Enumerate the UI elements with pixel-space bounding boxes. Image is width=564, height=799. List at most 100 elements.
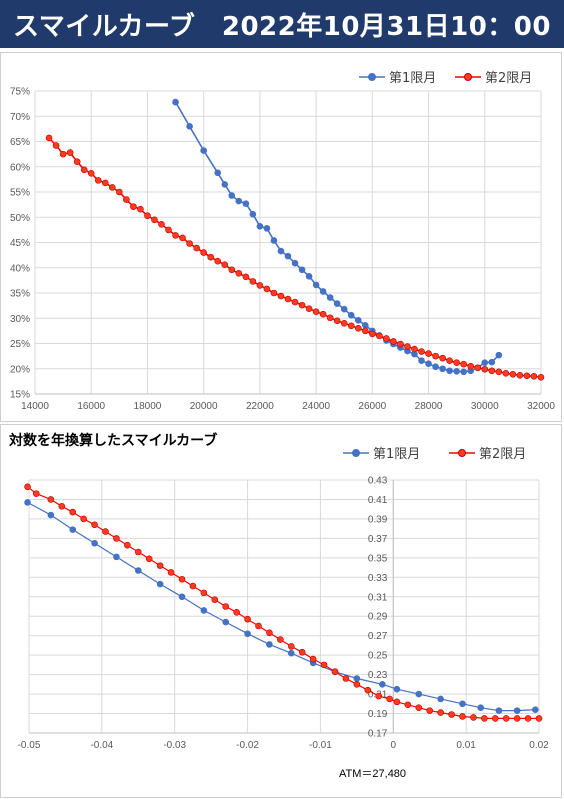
x-tick-label: -0.01 (309, 740, 332, 751)
data-point (207, 253, 214, 261)
y-tick-label: 0.29 (368, 612, 388, 623)
data-point (235, 270, 243, 277)
y-tick-label: 0.25 (368, 651, 388, 662)
data-point (242, 273, 250, 281)
data-point (425, 350, 432, 357)
data-point (448, 711, 455, 718)
data-point (186, 240, 193, 247)
series-1 (172, 98, 503, 376)
data-point (415, 704, 423, 712)
data-point (124, 541, 131, 549)
data-point (263, 225, 271, 232)
y-tick-label: 20% (10, 364, 30, 375)
data-point (233, 609, 240, 616)
data-point (45, 134, 53, 142)
y-tick-label: 60% (10, 162, 30, 173)
data-point (532, 706, 539, 713)
data-point (242, 200, 250, 207)
x-tick-label: 22000 (246, 401, 274, 412)
data-point (101, 179, 109, 187)
data-point (221, 261, 229, 269)
data-point (284, 252, 292, 260)
data-point (439, 354, 446, 362)
data-point (319, 310, 327, 318)
data-point (134, 567, 142, 574)
data-point (200, 607, 208, 614)
y-tick-label: 25% (10, 339, 30, 350)
data-point (375, 692, 383, 700)
data-point (222, 618, 230, 626)
data-point (459, 713, 466, 720)
data-point (459, 700, 466, 708)
x-tick-label: -0.05 (18, 740, 41, 751)
y-tick-label: 0.17 (368, 729, 388, 740)
data-point (439, 365, 446, 373)
x-tick-label: 20000 (190, 401, 218, 412)
legend-swatch-marker (464, 73, 472, 81)
data-point (305, 305, 313, 312)
data-point (376, 332, 383, 340)
x-tick-label: 28000 (415, 401, 443, 412)
x-tick-label: 0.01 (456, 740, 476, 751)
y-tick-label: 30% (10, 314, 30, 325)
data-point (481, 365, 489, 373)
chart-subtitle: 対数を年換算したスマイルカーブ (8, 432, 217, 449)
gridlines (34, 90, 542, 395)
data-point (523, 372, 531, 380)
data-point (353, 681, 361, 688)
data-point (393, 698, 401, 706)
data-point (474, 364, 482, 372)
data-point (481, 715, 488, 722)
data-point (291, 259, 299, 267)
data-point (47, 511, 55, 519)
data-point (244, 615, 251, 623)
data-point (333, 300, 341, 307)
data-point (200, 147, 207, 154)
data-point (151, 216, 158, 224)
data-point (437, 709, 444, 716)
data-point (130, 203, 137, 210)
data-point (256, 223, 264, 230)
data-point (502, 715, 510, 722)
data-point (309, 655, 317, 663)
y-tick-label: 15% (10, 390, 30, 401)
y-tick-label: 50% (10, 213, 30, 224)
data-point (347, 322, 355, 330)
data-point (69, 526, 77, 533)
x-tick-label: 32000 (527, 401, 555, 412)
data-point (488, 358, 496, 366)
data-point (179, 234, 186, 242)
x-tick-label: 0.02 (529, 740, 549, 751)
data-point (513, 715, 521, 722)
data-point (418, 348, 425, 355)
data-point (383, 335, 390, 342)
data-point (91, 521, 98, 529)
y-tick-label: 0.31 (368, 592, 388, 603)
data-point (386, 695, 393, 703)
x-tick-label: -0.03 (163, 740, 186, 751)
data-point (94, 177, 102, 184)
data-point (502, 369, 510, 377)
gridlines (28, 479, 540, 734)
y-tick-label: 0.35 (368, 553, 388, 564)
data-point (425, 360, 432, 368)
data-point (411, 345, 418, 353)
data-point (165, 226, 172, 234)
data-point (24, 483, 31, 491)
atm-annotation: ATM＝27,480 (339, 768, 406, 780)
data-point (109, 184, 116, 191)
x-tick-label: 26000 (358, 401, 386, 412)
y-tick-label: 0.37 (368, 534, 388, 545)
y-tick-label: 40% (10, 263, 30, 274)
series-line (174, 101, 500, 373)
data-point (222, 603, 230, 610)
data-point (123, 196, 130, 203)
data-point (144, 212, 151, 220)
data-point (446, 357, 453, 364)
x-tick-label: -0.02 (236, 740, 259, 751)
y-tick-label: 70% (10, 112, 30, 123)
data-point (453, 367, 460, 375)
data-point (91, 539, 98, 547)
data-point (312, 308, 320, 315)
data-point (495, 351, 503, 359)
